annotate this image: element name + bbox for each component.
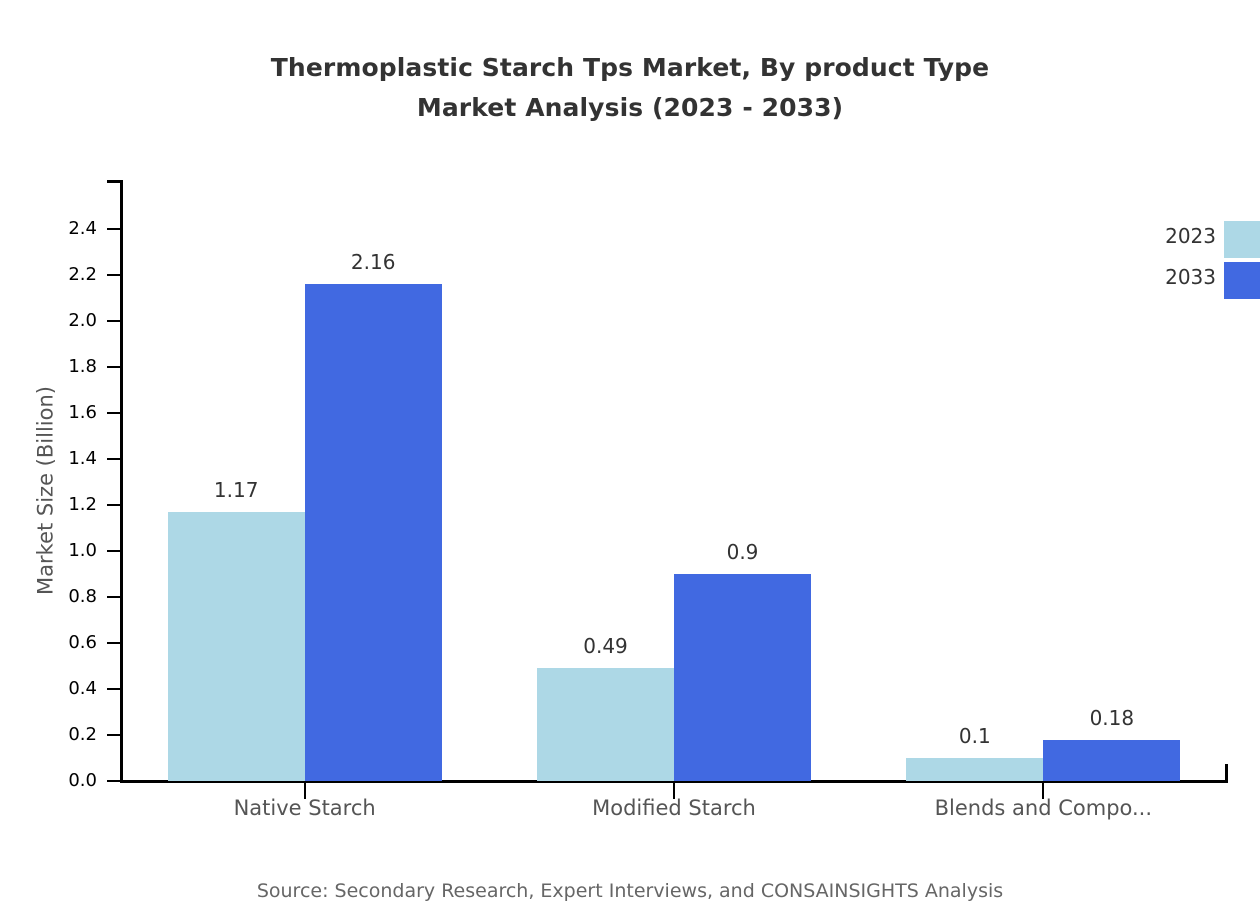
legend-color-swatch	[1224, 262, 1260, 299]
x-axis-end-tick	[1225, 764, 1228, 783]
y-axis-tick	[107, 458, 123, 460]
y-axis-tick	[107, 320, 123, 322]
chart-title-line-1: Thermoplastic Starch Tps Market, By prod…	[270, 53, 990, 82]
bar-value-label: 0.9	[726, 540, 759, 564]
y-axis-tick	[107, 412, 123, 414]
y-axis-tick-label: 1.0	[68, 540, 97, 561]
bar[interactable]	[674, 574, 811, 781]
y-axis-tick	[107, 228, 123, 230]
x-axis-category-label: Blends and Compo...	[934, 796, 1153, 820]
bar-value-label: 0.1	[958, 724, 991, 748]
y-axis-tick-label: 0.6	[68, 632, 97, 653]
chart-title-line-2: Market Analysis (2023 - 2033)	[416, 93, 844, 122]
source-note: Source: Secondary Research, Expert Inter…	[256, 880, 1004, 902]
x-axis-tick	[1042, 783, 1045, 799]
bar[interactable]	[304, 284, 442, 781]
y-axis-tick-label: 1.8	[68, 356, 97, 377]
x-axis-spine	[120, 780, 1228, 783]
legend-color-swatch	[1224, 221, 1260, 258]
y-axis-tick	[107, 366, 123, 368]
legend-item-label: 2033	[1165, 265, 1216, 289]
y-axis-tick-label: 1.2	[68, 494, 97, 515]
y-axis-top-tick	[107, 180, 123, 183]
legend: 2023 2033	[1120, 218, 1260, 300]
bar-value-label: 1.17	[213, 477, 259, 502]
y-axis-tick-label: 1.6	[68, 402, 97, 423]
legend-item[interactable]: 2023	[1120, 218, 1260, 259]
x-axis-category-label: Modified Starch	[592, 796, 756, 820]
y-axis-tick	[107, 780, 123, 782]
bar[interactable]	[537, 668, 674, 781]
y-axis-tick-label: 1.4	[68, 448, 97, 469]
legend-item-label: 2023	[1165, 224, 1216, 248]
y-axis-tick	[107, 642, 123, 644]
y-axis-tick	[107, 550, 123, 552]
y-axis-tick	[107, 596, 123, 598]
bar-value-label: 0.18	[1089, 705, 1135, 730]
y-axis-tick-label: 2.4	[68, 218, 97, 239]
plot-area: 1.17 2.16 0.49 0.9 0.1 0.18	[120, 180, 1228, 781]
chart-title: Thermoplastic Starch Tps Market, By prod…	[0, 48, 1260, 128]
bar[interactable]	[1043, 739, 1181, 781]
y-axis-tick-label: 0.4	[68, 678, 97, 699]
y-axis-title: Market Size (Billion)	[33, 386, 58, 595]
y-axis-tick	[107, 734, 123, 736]
y-axis-tick-label: 2.0	[68, 310, 97, 331]
y-axis-spine	[120, 180, 123, 783]
x-axis-tick	[303, 783, 306, 799]
y-axis-tick	[107, 504, 123, 506]
y-axis-tick-label: 0.0	[68, 770, 97, 791]
bar[interactable]	[906, 758, 1044, 781]
y-axis-tick-label: 0.8	[68, 586, 97, 607]
y-axis-tick	[107, 274, 123, 276]
y-axis-tick	[107, 688, 123, 690]
x-axis-tick	[673, 783, 675, 799]
y-axis-tick-label: 2.2	[68, 264, 97, 285]
bar-value-label: 2.16	[350, 250, 396, 275]
legend-item[interactable]: 2033	[1120, 259, 1260, 300]
x-axis-category-label: Native Starch	[233, 796, 376, 820]
bar-value-label: 0.49	[583, 634, 628, 659]
bar[interactable]	[167, 511, 305, 781]
y-axis-tick-label: 0.2	[68, 724, 97, 745]
